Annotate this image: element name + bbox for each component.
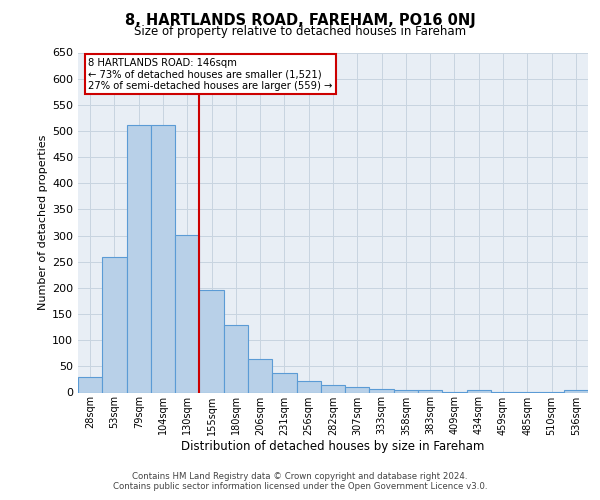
Bar (370, 390, 394, 392)
Bar (394, 390, 418, 392)
Bar (102, 256, 127, 392)
Bar (296, 381, 321, 392)
Bar (564, 390, 588, 392)
Text: Contains HM Land Registry data © Crown copyright and database right 2024.
Contai: Contains HM Land Registry data © Crown c… (113, 472, 487, 491)
Bar (345, 388, 370, 392)
X-axis label: Distribution of detached houses by size in Fareham: Distribution of detached houses by size … (181, 440, 485, 453)
Bar (175, 234, 199, 392)
Bar (321, 384, 345, 392)
Bar (248, 359, 272, 392)
Text: 8 HARTLANDS ROAD: 146sqm
← 73% of detached houses are smaller (1,521)
27% of sem: 8 HARTLANDS ROAD: 146sqm ← 73% of detach… (88, 58, 332, 91)
Text: Size of property relative to detached houses in Fareham: Size of property relative to detached ho… (134, 25, 466, 38)
Bar (418, 390, 442, 392)
Bar (127, 124, 151, 392)
Y-axis label: Number of detached properties: Number of detached properties (38, 135, 48, 310)
Bar (224, 324, 248, 392)
Bar (78, 377, 102, 392)
Bar (467, 390, 491, 392)
Text: 8, HARTLANDS ROAD, FAREHAM, PO16 0NJ: 8, HARTLANDS ROAD, FAREHAM, PO16 0NJ (125, 12, 475, 28)
Bar (272, 373, 296, 392)
Bar (151, 125, 175, 392)
Bar (199, 290, 224, 392)
